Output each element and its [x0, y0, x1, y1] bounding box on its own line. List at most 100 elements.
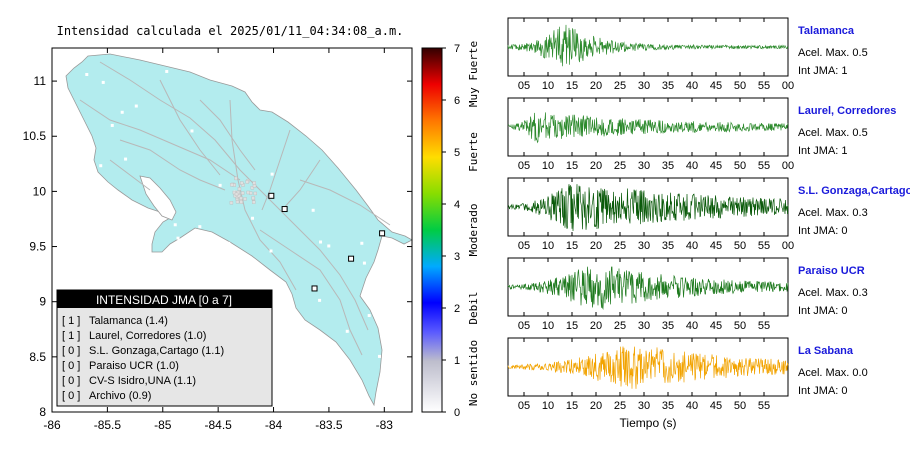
place-dot [319, 240, 323, 244]
time-tick-label: 55 [758, 320, 770, 332]
time-tick-label: 50 [734, 240, 746, 252]
place-dot [240, 191, 245, 195]
time-tick-label: 35 [662, 240, 674, 252]
time-tick-label: 50 [734, 320, 746, 332]
legend-item-label: Archivo (0.9) [89, 390, 151, 402]
station-name: Talamanca [798, 25, 855, 37]
place-dot [251, 196, 255, 200]
time-tick-label: 15 [566, 400, 578, 412]
colorbar-tick-label: 1 [454, 355, 460, 367]
place-dot [269, 249, 273, 253]
place-dot [362, 261, 366, 265]
seismogram-2: 05 10 15 20 25 30 35 40 45 50 55 00 S.L. Gonzaga,Car… [507, 177, 910, 252]
place-dot [176, 236, 180, 240]
max-acceleration: Acel. Max. 0.5 [798, 47, 868, 59]
jma-intensity: Int JMA: 0 [798, 385, 848, 397]
road-network [79, 61, 391, 356]
legend-item-level: [ 0 ] [62, 375, 80, 387]
map-y-tick-label: 11 [34, 74, 47, 88]
time-tick-label: 40 [686, 160, 698, 172]
colorbar-tick-label: 0 [454, 407, 460, 419]
colorbar-tick-label: 4 [454, 199, 460, 211]
station-name: Laurel, Corredores [798, 105, 896, 117]
legend-item-level: [ 1 ] [62, 330, 80, 342]
legend-box [56, 289, 273, 407]
time-tick-label: 05 [518, 160, 530, 172]
jma-intensity: Int JMA: 1 [798, 145, 848, 157]
legend-item-label: Laurel, Corredores (1.0) [89, 330, 206, 342]
legend-item-level: [ 0 ] [62, 390, 80, 402]
place-dot [136, 222, 140, 226]
time-tick-label: 55 [758, 400, 770, 412]
colorbar-tick-label: 2 [454, 303, 460, 315]
time-tick-label: 35 [662, 320, 674, 332]
time-tick-label: 05 [518, 320, 530, 332]
legend-item-label: Paraiso UCR (1.0) [89, 360, 179, 372]
time-tick-label: 20 [590, 160, 602, 172]
place-dot [275, 360, 279, 364]
map-y-tick-label: 10 [33, 184, 47, 198]
map-x-tick-label: -84.5 [204, 418, 232, 432]
costa-rica-landmass [65, 53, 413, 407]
intensity-colorbar: 7 6 5 4 3 2 1 0 Muy Fuerte Fuerte Moderado Debil No… [421, 41, 480, 419]
seismogram-0: 05 10 15 20 25 30 35 40 45 50 55 00 Talamanca Acel. M… [507, 17, 868, 92]
time-tick-label: 45 [710, 80, 722, 92]
station-marker [268, 192, 275, 199]
place-dot [110, 123, 114, 127]
time-tick-label: 25 [614, 320, 626, 332]
colorbar-category-label: Moderado [467, 204, 480, 257]
place-dot [327, 244, 331, 248]
place-dot [134, 104, 138, 108]
place-dot [239, 200, 244, 204]
seismogram-panels: 05 10 15 20 25 30 35 40 45 50 55 00 Talamanca Acel. M… [507, 17, 910, 412]
map-title: Intensidad calculada el 2025/01/11_04:34… [57, 24, 404, 38]
waveform-line [507, 24, 789, 67]
jma-intensity: Int JMA: 0 [798, 225, 848, 237]
place-dot [311, 208, 315, 212]
place-dot [377, 354, 381, 358]
time-tick-label: 35 [662, 160, 674, 172]
time-tick-label: 20 [590, 400, 602, 412]
colorbar-category-label: No sentido [467, 340, 480, 406]
time-tick-label: 20 [590, 80, 602, 92]
time-tick-label: 40 [686, 400, 698, 412]
time-tick-label: 35 [662, 400, 674, 412]
place-dot [198, 225, 202, 229]
time-tick-label: 00 [782, 240, 794, 252]
place-dot [252, 181, 256, 185]
place-dot [190, 129, 194, 133]
colorbar-ticks: 7 6 5 4 3 2 1 0 [442, 43, 460, 419]
colorbar-gradient [421, 47, 443, 413]
place-dot [271, 298, 275, 302]
map-y-axis: 11 10.5 10 9.5 9 8.5 8 [23, 74, 412, 419]
time-tick-label: 55 [758, 80, 770, 92]
legend-item-level: [ 0 ] [62, 360, 80, 372]
place-dot [276, 334, 280, 338]
place-dot [218, 183, 222, 187]
place-dot [120, 110, 124, 114]
place-dot [240, 181, 244, 185]
place-dot [237, 187, 242, 191]
time-tick-label: 40 [686, 80, 698, 92]
place-dot [336, 347, 340, 351]
time-tick-label: 10 [542, 400, 554, 412]
station-marker [348, 255, 355, 262]
time-tick-label: 50 [734, 160, 746, 172]
map-x-tick-label: -85.5 [94, 418, 122, 432]
place-dot [322, 359, 326, 363]
place-dot [318, 298, 322, 302]
time-tick-label: 05 [518, 240, 530, 252]
time-tick-label: 25 [614, 240, 626, 252]
place-dot [101, 80, 105, 84]
jma-intensity: Int JMA: 1 [798, 65, 848, 77]
time-tick-label: 35 [662, 80, 674, 92]
time-tick-label: 15 [566, 240, 578, 252]
station-name: La Sabana [798, 345, 854, 357]
place-dot [235, 200, 240, 204]
colorbar-tick-label: 7 [454, 43, 460, 55]
map-frame [51, 47, 413, 413]
place-dot [367, 314, 371, 318]
place-dot [128, 205, 132, 209]
colorbar-categories: Muy Fuerte Fuerte Moderado Debil No sentido [467, 41, 480, 406]
place-dot [173, 223, 177, 227]
